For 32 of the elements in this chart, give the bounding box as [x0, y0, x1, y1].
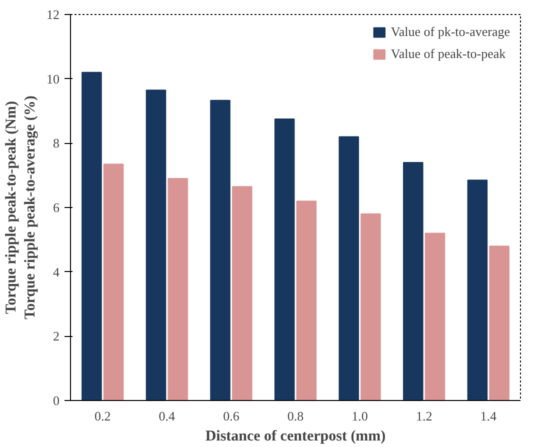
y-tick-label: 10: [46, 71, 60, 86]
bar: [82, 72, 102, 400]
bar: [489, 246, 510, 400]
x-tick-label: 0.8: [287, 408, 304, 424]
bar: [146, 90, 166, 400]
x-tick-label: 0.2: [94, 408, 111, 424]
bar: [210, 100, 230, 400]
y-tick-label: 0: [53, 393, 60, 408]
bar: [168, 178, 188, 400]
x-tick-label: 1.0: [352, 408, 368, 424]
x-tick-label: 0.4: [158, 408, 176, 424]
bar: [360, 213, 381, 400]
y-tick-label: 12: [46, 7, 60, 22]
bar: [467, 180, 488, 400]
x-tick-label: 1.2: [416, 408, 432, 424]
x-axis-title: Distance of centerpost (mm): [205, 428, 386, 444]
x-tick-label: 0.6: [223, 408, 240, 424]
y-tick-label: 2: [53, 328, 60, 344]
bar: [403, 162, 424, 400]
y-tick-label: 4: [53, 264, 60, 280]
legend-label: Value of peak-to-peak: [390, 46, 506, 62]
legend-label: Value of pk-to-average: [390, 24, 510, 40]
bar: [296, 200, 317, 400]
y-axis-title: Torque ripple peak-to-peak (Nm) Torque ripple peak-to-average (%): [3, 96, 38, 320]
bar: [232, 186, 252, 400]
bar: [338, 136, 359, 400]
bar: [424, 232, 446, 400]
y-tick-label: 6: [53, 200, 60, 215]
bar: [103, 164, 124, 400]
y-tick-label: 8: [53, 136, 60, 151]
bar: [274, 118, 295, 400]
x-tick-label: 1.4: [480, 408, 497, 424]
